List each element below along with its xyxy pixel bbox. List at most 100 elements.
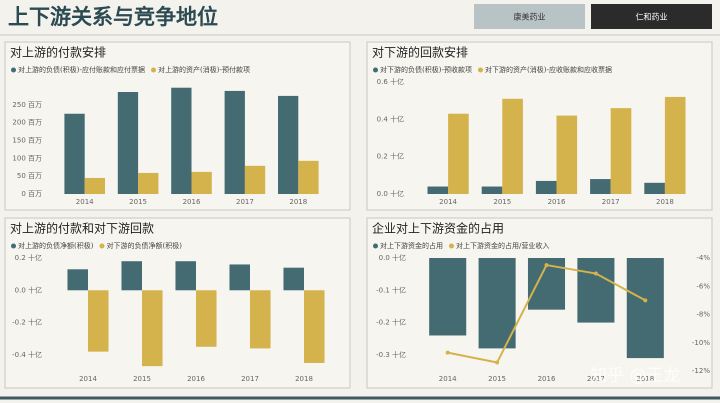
y-tick-label: 250 百万 <box>12 101 42 109</box>
legend-swatch <box>11 243 16 249</box>
bar <box>502 98 523 194</box>
bar <box>610 108 632 194</box>
y-tick-label: 50 百万 <box>17 172 42 180</box>
x-tick-label: 2014 <box>439 198 457 206</box>
bar <box>429 258 467 336</box>
tab-label[interactable]: 仁和药业 <box>636 12 668 22</box>
x-tick-label: 2017 <box>241 375 259 383</box>
legend-swatch <box>449 243 454 249</box>
x-tick-label: 2014 <box>76 198 94 206</box>
bar <box>644 182 665 194</box>
legend-swatch <box>373 243 378 249</box>
legend-swatch <box>373 67 378 73</box>
x-tick-label: 2016 <box>538 375 556 383</box>
bar <box>224 90 245 194</box>
x-tick-label: 2017 <box>602 198 620 206</box>
x-tick-label: 2018 <box>295 375 313 383</box>
legend-label: 对下游的负债(积极)-预收款项 <box>380 65 472 74</box>
bar <box>64 113 85 194</box>
bar <box>590 179 611 194</box>
legend-swatch <box>478 67 483 73</box>
x-tick-label: 2015 <box>129 198 147 206</box>
bar <box>191 171 212 194</box>
bar <box>481 186 503 194</box>
bar <box>171 87 192 194</box>
bar <box>664 96 686 194</box>
y-tick-label: -0.4 十亿 <box>12 350 42 359</box>
y-tick-label: -0.3 十亿 <box>376 350 406 359</box>
x-tick-label: 2016 <box>183 198 201 206</box>
bar <box>196 290 217 347</box>
legend-label: 对下游的资产(消极)-应收账款和应收票据 <box>485 65 612 74</box>
y-tick-label: 100 百万 <box>12 154 42 162</box>
y-tick-label: 0.0 十亿 <box>15 285 42 294</box>
y-tick-label: 200 百万 <box>12 119 42 127</box>
bar <box>626 258 664 359</box>
y-tick-label: 150 百万 <box>12 137 42 145</box>
bar <box>88 290 109 352</box>
x-tick-label: 2018 <box>636 375 654 383</box>
bar <box>138 172 159 194</box>
x-tick-label: 2014 <box>79 375 97 383</box>
bar <box>556 115 578 194</box>
legend-label: 对上游的负债净额(积极) <box>18 241 94 250</box>
panel <box>4 217 351 389</box>
x-tick-label: 2014 <box>439 375 457 383</box>
tab[interactable] <box>474 4 585 29</box>
legend-swatch <box>99 243 105 249</box>
bar <box>278 95 299 194</box>
y2-tick-label: -10% <box>692 339 710 347</box>
bar <box>142 290 163 367</box>
y2-tick-label: -6% <box>696 282 710 290</box>
page-title: 上下游关系与竞争地位 <box>8 5 218 29</box>
y2-tick-label: -8% <box>696 311 710 319</box>
bar <box>577 258 615 323</box>
y-tick-label: 0.6 十亿 <box>377 77 404 86</box>
line-point <box>495 360 500 365</box>
x-tick-label: 2016 <box>548 198 566 206</box>
x-tick-label: 2017 <box>587 375 605 383</box>
line-point <box>593 271 598 276</box>
panel-title: 企业对上下游资金的占用 <box>372 221 504 236</box>
line-point <box>445 350 450 355</box>
x-tick-label: 2016 <box>187 375 205 383</box>
bar <box>250 290 271 349</box>
y-tick-label: -0.2 十亿 <box>376 318 406 327</box>
bar <box>448 113 469 194</box>
bar <box>304 290 325 363</box>
bar <box>175 261 196 291</box>
y-tick-label: 0.0 十亿 <box>377 189 404 198</box>
bar <box>67 269 88 291</box>
x-tick-label: 2017 <box>236 198 254 206</box>
y-tick-label: 0.4 十亿 <box>377 114 404 123</box>
y2-tick-label: -12% <box>692 367 710 375</box>
legend-label: 对上下游资金的占用/营业收入 <box>456 241 549 250</box>
bar <box>298 160 319 194</box>
legend-label: 对下游的负债净额(积极) <box>106 241 182 250</box>
legend-label: 对上游的负债(积极)-应付账款和应付票据 <box>18 65 145 74</box>
bar <box>283 267 304 291</box>
legend-swatch <box>11 67 16 73</box>
legend-label: 对上下游资金的占用 <box>380 241 443 250</box>
panel-title: 对上游的付款和对下游回款 <box>10 221 154 236</box>
legend-swatch <box>151 67 156 73</box>
y2-tick-label: -4% <box>696 254 710 262</box>
y-tick-label: 0.2 十亿 <box>15 253 42 262</box>
y-tick-label: -0.2 十亿 <box>12 318 42 327</box>
x-tick-label: 2015 <box>133 375 151 383</box>
tab-label[interactable]: 康美药业 <box>514 12 546 22</box>
x-tick-label: 2015 <box>488 375 506 383</box>
bar <box>535 180 557 194</box>
watermark: 知乎 @王龙 <box>590 366 680 386</box>
tab[interactable] <box>591 4 712 29</box>
y-tick-label: 0.0 十亿 <box>379 253 406 262</box>
y-tick-label: 0.2 十亿 <box>377 152 404 161</box>
bar <box>117 91 139 194</box>
y-tick-label: -0.1 十亿 <box>376 285 406 294</box>
line-point <box>643 298 648 303</box>
bar <box>478 258 516 349</box>
bar <box>121 261 142 291</box>
panel-title: 对下游的回款安排 <box>372 45 468 60</box>
legend-label: 对上游的资产(消极)-预付款项 <box>158 65 250 74</box>
line-point <box>544 263 549 268</box>
